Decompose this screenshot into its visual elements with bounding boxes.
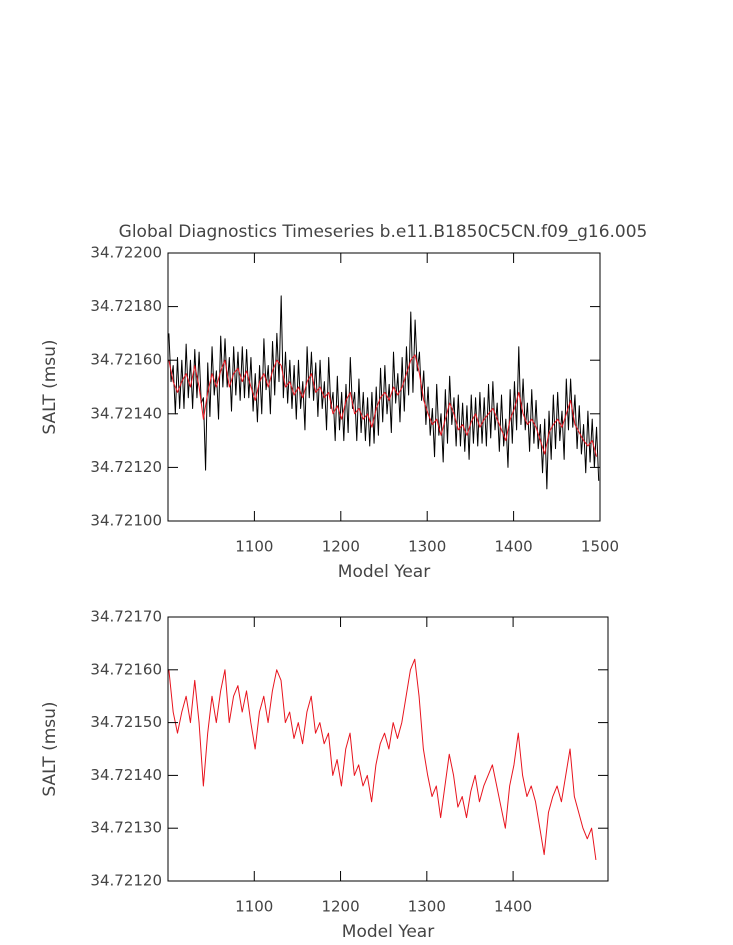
y-tick-label: 34.72120: [90, 458, 162, 476]
x-axis-label: Model Year: [342, 922, 434, 942]
plot-frame: [167, 616, 609, 882]
series-line: [168, 354, 598, 457]
y-tick-label: 34.72120: [90, 872, 162, 890]
x-tick-label: 1500: [581, 538, 619, 556]
series-line: [168, 658, 597, 860]
plot-frame: [167, 252, 601, 522]
x-tick-label: 1200: [321, 898, 359, 916]
x-tick-label: 1100: [235, 898, 273, 916]
y-tick-label: 34.72200: [90, 244, 162, 262]
y-tick-label: 34.72130: [90, 819, 162, 837]
x-tick-label: 1300: [408, 538, 446, 556]
y-tick-label: 34.72180: [90, 297, 162, 315]
y-tick-label: 34.72140: [90, 404, 162, 422]
y-tick-label: 34.72160: [90, 351, 162, 369]
x-tick-label: 1400: [494, 898, 532, 916]
chart-title: Global Diagnostics Timeseries b.e11.B185…: [119, 222, 648, 242]
x-tick-label: 1100: [235, 538, 273, 556]
y-tick-label: 34.72160: [90, 660, 162, 678]
series-line: [168, 295, 600, 490]
x-axis-label: Model Year: [338, 562, 430, 582]
y-tick-label: 34.72100: [90, 512, 162, 530]
y-tick-label: 34.72140: [90, 766, 162, 784]
y-tick-label: 34.72170: [90, 608, 162, 626]
x-tick-label: 1200: [322, 538, 360, 556]
x-tick-label: 1300: [408, 898, 446, 916]
y-tick-label: 34.72150: [90, 713, 162, 731]
y-axis-label: SALT (msu): [40, 701, 60, 796]
x-tick-label: 1400: [495, 538, 533, 556]
y-axis-label: SALT (msu): [40, 339, 60, 434]
